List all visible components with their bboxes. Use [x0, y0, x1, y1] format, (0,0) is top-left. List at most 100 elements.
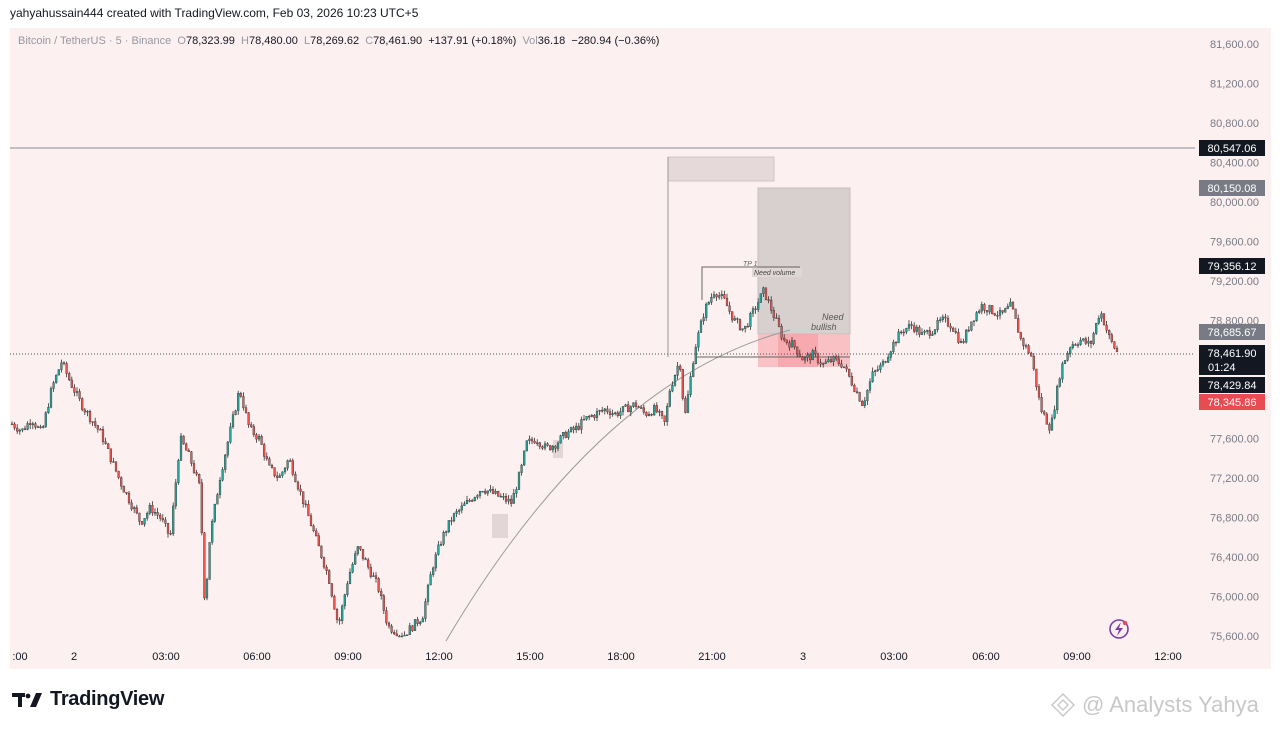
candle-body-345 [907, 324, 911, 329]
price-tick-3: 80,400.00 [1210, 157, 1259, 169]
candle-body-293 [772, 310, 775, 318]
candle-body-395 [1037, 386, 1041, 398]
price-tick-10: 76,800.00 [1210, 513, 1259, 525]
candle-body-275 [725, 297, 729, 307]
candle-body-32 [94, 421, 97, 426]
candle-body-369 [970, 321, 973, 331]
candle-body-321 [845, 366, 848, 370]
candle-body-327 [861, 401, 864, 406]
candle-body-55 [153, 512, 157, 514]
candle-body-144 [385, 610, 388, 624]
candle-body-183 [486, 490, 489, 494]
candle-body-313 [824, 361, 827, 364]
candle-body-273 [720, 294, 723, 296]
legend-high-label: H [241, 35, 249, 47]
candle-body-182 [484, 491, 487, 494]
candle-body-265 [699, 320, 703, 333]
small-grey-box [492, 514, 508, 538]
candle-body-388 [1019, 332, 1022, 339]
candle-body-247 [653, 405, 656, 416]
mid-level-label[interactable]: 78,685.67 [1208, 327, 1257, 339]
time-tick-2: 03:00 [152, 651, 180, 663]
candle-body-94 [255, 434, 258, 440]
candle-body-322 [848, 368, 851, 377]
candle-body-266 [702, 317, 705, 322]
countdown-label: 01:24 [1208, 362, 1236, 374]
candle-body-162 [432, 567, 435, 575]
candle-body-43 [122, 486, 125, 493]
candle-body-334 [879, 364, 882, 370]
candle-body-119 [320, 545, 323, 558]
chart-credit: yahyahussain444 created with TradingView… [10, 6, 419, 20]
candle-body-107 [289, 460, 292, 462]
candle-body-287 [757, 302, 760, 310]
price-ticks: 81,600.00 81,200.00 80,800.00 80,400.00 80,0… [1210, 39, 1259, 643]
candle-body-71 [195, 472, 198, 475]
candle-body-35 [101, 429, 105, 442]
candle-body-378 [993, 313, 996, 316]
tp-level-label[interactable]: 79,356.12 [1208, 261, 1257, 273]
lightning-icon[interactable] [1109, 619, 1129, 639]
candle-body-387 [1017, 318, 1020, 333]
candle-body-17 [55, 374, 58, 383]
candle-body-423 [1110, 334, 1113, 342]
candle-body-295 [777, 318, 781, 327]
candle-body-78 [213, 504, 216, 522]
candle-body-355 [933, 329, 937, 335]
candle-body-360 [946, 318, 950, 327]
candle-body-99 [268, 458, 271, 466]
candle-body-113 [304, 503, 307, 506]
tradingview-logo[interactable]: TradingView [12, 688, 164, 711]
ohlc-legend: Bitcoin / TetherUS · 5 · Binance O78,323… [18, 35, 659, 47]
candle-body-126 [338, 619, 341, 621]
resistance-label[interactable]: 80,547.06 [1208, 143, 1257, 155]
candle-body-76 [208, 542, 211, 580]
candle-body-317 [835, 356, 838, 360]
arc-curve[interactable] [445, 329, 791, 642]
candle-body-283 [746, 325, 749, 328]
time-tick-1: 2 [71, 651, 77, 663]
candle-body-402 [1056, 386, 1059, 411]
candle-body-181 [481, 491, 484, 493]
candle-body-372 [978, 310, 981, 313]
bid-label-bg [1199, 377, 1265, 393]
candle-body-145 [387, 622, 391, 627]
candles [10, 286, 1119, 638]
chart-area[interactable] [10, 28, 1195, 641]
last-price-label-bg [1199, 345, 1265, 375]
candle-body-248 [655, 405, 658, 413]
low-level-label[interactable]: 78,345.86 [1208, 397, 1257, 409]
candle-body-72 [198, 474, 201, 483]
candle-body-11 [39, 426, 42, 429]
candle-body-189 [502, 496, 505, 498]
candle-body-425 [1115, 348, 1119, 352]
candle-body-250 [660, 411, 664, 416]
candle-body-171 [455, 511, 458, 514]
candle-body-207 [549, 445, 552, 451]
candle-body-50 [140, 521, 144, 525]
candle-body-341 [897, 331, 900, 344]
candle-body-175 [465, 500, 469, 504]
candle-body-274 [723, 294, 726, 299]
bid-label[interactable]: 78,429.84 [1208, 380, 1257, 392]
candle-body-396 [1040, 397, 1043, 412]
candle-body-63 [174, 482, 177, 507]
candle-body-163 [434, 554, 437, 569]
candle-body-233 [616, 412, 619, 416]
zone-top-label[interactable]: 80,150.08 [1208, 183, 1257, 195]
candle-body-228 [603, 408, 606, 411]
time-axis-bg[interactable] [10, 641, 1271, 669]
last-price-label[interactable]: 78,461.90 [1208, 348, 1257, 360]
candle-body-110 [296, 481, 300, 490]
upper-target-box[interactable] [667, 156, 775, 182]
candle-body-136 [364, 558, 367, 561]
candle-body-413 [1084, 338, 1087, 344]
candle-body-333 [876, 369, 879, 371]
candle-body-386 [1014, 308, 1017, 319]
candle-body-324 [853, 384, 856, 392]
candle-body-102 [276, 475, 279, 478]
candle-body-59 [164, 519, 167, 524]
candle-body-385 [1011, 301, 1015, 310]
candle-body-180 [478, 491, 482, 496]
